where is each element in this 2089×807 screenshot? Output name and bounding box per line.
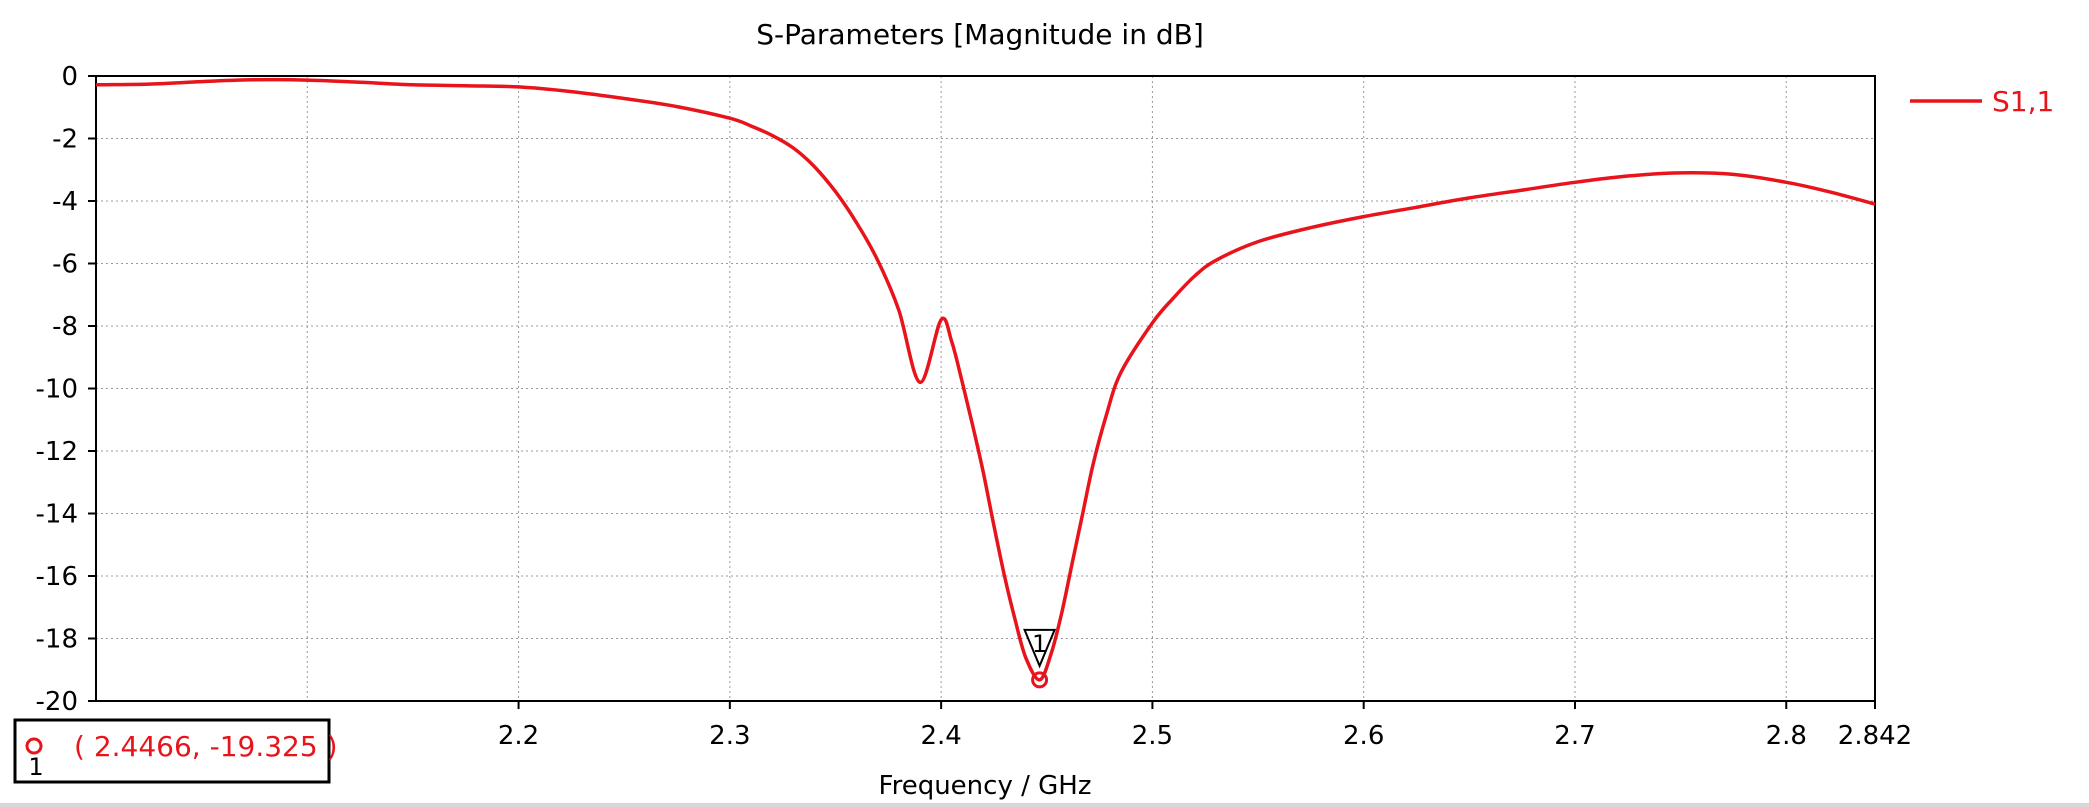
y-tick-label: -4: [52, 187, 78, 217]
s11-curve: [95, 77, 1876, 682]
chart-title: S-Parameters [Magnitude in dB]: [756, 18, 1204, 51]
y-tick-label: -16: [36, 562, 78, 592]
plot-frame: [95, 75, 1876, 702]
x-tick-label: 2.7: [1554, 721, 1595, 751]
marker-1[interactable]: 1: [1023, 628, 1057, 689]
readout-frame: [13, 718, 331, 784]
readout-marker-number: 1: [28, 753, 43, 781]
marker-readout-box[interactable]: 1 ( 2.4466, -19.325 ): [13, 718, 338, 784]
readout-marker-icon: [25, 737, 43, 755]
legend-label: S1,1: [1992, 85, 2054, 118]
x-tick-label: 2.3: [709, 721, 750, 751]
grid-lines: [96, 76, 1875, 701]
x-tick-label: 2.842: [1838, 721, 1912, 751]
y-tick-label: -14: [36, 500, 78, 530]
y-tick-label: 0: [61, 62, 78, 92]
x-tick-label: 2.6: [1343, 721, 1384, 751]
x-axis-label: Frequency / GHz: [879, 771, 1092, 801]
readout-text: ( 2.4466, -19.325 ): [74, 730, 338, 763]
y-tick-label: -2: [52, 125, 78, 155]
marker-triangle: [1023, 628, 1057, 669]
marker-point: [1031, 671, 1049, 689]
x-tick-label: 2.5: [1132, 721, 1173, 751]
marker-number: 1: [1032, 630, 1047, 658]
y-tick-label: -6: [52, 250, 78, 280]
y-tick-label: -10: [36, 375, 78, 405]
legend: S1,1: [1910, 85, 2054, 118]
y-tick-label: -18: [36, 625, 78, 655]
y-tick-label: -20: [36, 687, 78, 717]
x-tick-label: 2.4: [920, 721, 961, 751]
y-tick-label: -8: [52, 312, 78, 342]
y-tick-label: -12: [36, 437, 78, 467]
x-tick-label: 2.2: [498, 721, 539, 751]
y-tick-labels: 0 -2 -4 -6 -8 -10 -12 -14 -16 -18 -20: [36, 62, 96, 717]
x-tick-label: 2.8: [1766, 721, 1807, 751]
x-tick-labels: 2.2 2.3 2.4 2.5 2.6 2.7 2.8 2.842: [498, 701, 1912, 751]
bottom-divider: [0, 803, 2089, 807]
